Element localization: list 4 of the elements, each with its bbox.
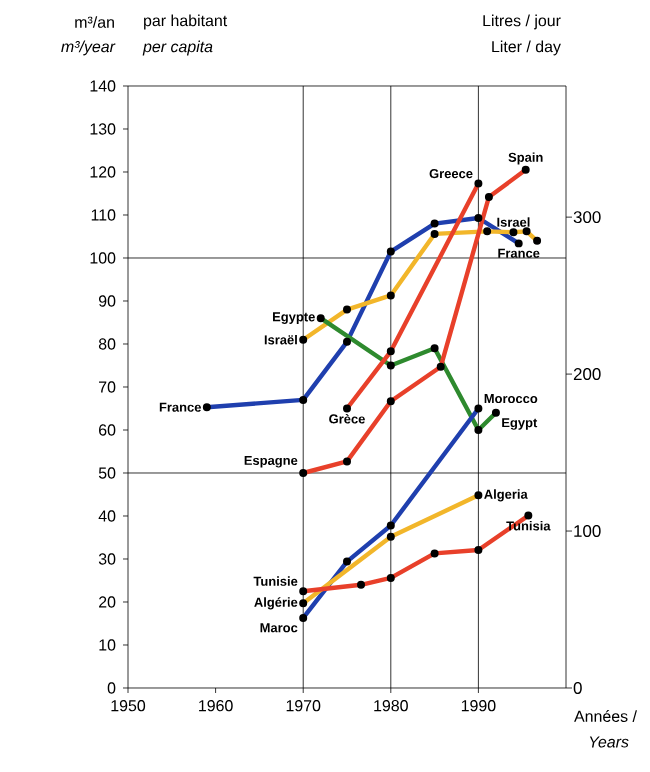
y2-tick-label: 300 bbox=[573, 211, 601, 224]
y2-tick-label: 100 bbox=[574, 525, 601, 538]
y2-tick-label: 200 bbox=[573, 368, 601, 381]
y2-tick-label: 0 bbox=[573, 682, 582, 694]
